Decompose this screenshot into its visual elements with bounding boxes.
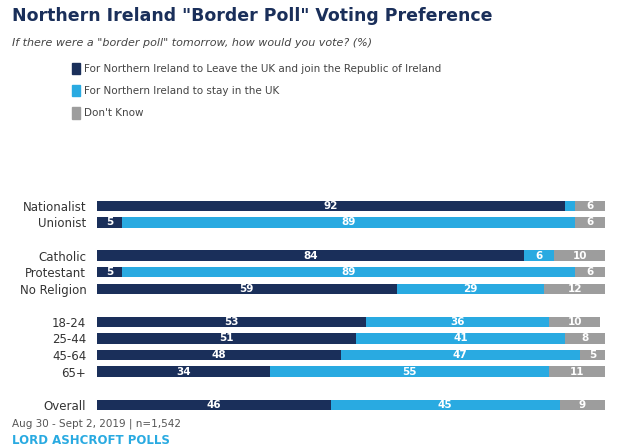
Text: 6: 6 xyxy=(587,201,593,211)
Bar xyxy=(97,366,270,377)
Text: 51: 51 xyxy=(219,333,233,343)
Text: Don't Know: Don't Know xyxy=(84,108,144,118)
Bar xyxy=(524,250,554,261)
Text: 10: 10 xyxy=(567,317,582,327)
Bar xyxy=(565,201,575,211)
Bar xyxy=(97,317,366,327)
Bar xyxy=(97,250,524,261)
Text: 5: 5 xyxy=(589,350,596,360)
Bar xyxy=(331,400,560,410)
Text: 55: 55 xyxy=(402,366,417,377)
Text: 6: 6 xyxy=(535,250,543,261)
Text: 6: 6 xyxy=(587,267,593,277)
Bar xyxy=(544,284,605,294)
Text: 89: 89 xyxy=(341,267,356,277)
Bar xyxy=(97,201,565,211)
Text: 29: 29 xyxy=(464,284,478,293)
Bar xyxy=(97,333,356,344)
Text: 5: 5 xyxy=(106,218,113,227)
Text: 92: 92 xyxy=(323,201,338,211)
Bar xyxy=(580,350,605,360)
Text: 36: 36 xyxy=(451,317,465,327)
Text: 11: 11 xyxy=(570,366,585,377)
Text: 59: 59 xyxy=(240,284,254,293)
Text: 9: 9 xyxy=(579,400,586,410)
Bar xyxy=(397,284,544,294)
Bar xyxy=(549,366,605,377)
Text: For Northern Ireland to Leave the UK and join the Republic of Ireland: For Northern Ireland to Leave the UK and… xyxy=(84,63,442,74)
Text: 48: 48 xyxy=(212,350,226,360)
Bar xyxy=(97,284,397,294)
Bar xyxy=(97,217,122,228)
Bar xyxy=(554,250,605,261)
Text: If there were a "border poll" tomorrow, how would you vote? (%): If there were a "border poll" tomorrow, … xyxy=(12,38,373,48)
Text: 89: 89 xyxy=(341,218,356,227)
Bar xyxy=(575,267,605,277)
Text: 46: 46 xyxy=(207,400,221,410)
Bar xyxy=(270,366,549,377)
Text: 8: 8 xyxy=(582,333,588,343)
Bar xyxy=(560,400,605,410)
Bar xyxy=(97,267,122,277)
Text: 47: 47 xyxy=(453,350,468,360)
Text: 84: 84 xyxy=(303,250,318,261)
Text: 41: 41 xyxy=(453,333,467,343)
Bar xyxy=(575,201,605,211)
Text: 12: 12 xyxy=(567,284,582,293)
Text: 34: 34 xyxy=(176,366,190,377)
Text: Northern Ireland "Border Poll" Voting Preference: Northern Ireland "Border Poll" Voting Pr… xyxy=(12,7,493,25)
Text: LORD ASHCROFT POLLS: LORD ASHCROFT POLLS xyxy=(12,434,170,444)
Bar xyxy=(366,317,549,327)
Bar xyxy=(565,333,605,344)
Bar xyxy=(97,350,341,360)
Bar xyxy=(549,317,600,327)
Text: 10: 10 xyxy=(573,250,587,261)
Text: Aug 30 - Sept 2, 2019 | n=1,542: Aug 30 - Sept 2, 2019 | n=1,542 xyxy=(12,418,182,429)
Text: 53: 53 xyxy=(224,317,239,327)
Text: 5: 5 xyxy=(106,267,113,277)
Bar xyxy=(341,350,580,360)
Bar xyxy=(122,267,575,277)
Bar xyxy=(97,400,331,410)
Text: 6: 6 xyxy=(587,218,593,227)
Bar xyxy=(122,217,575,228)
Bar xyxy=(575,217,605,228)
Bar xyxy=(356,333,565,344)
Text: For Northern Ireland to stay in the UK: For Northern Ireland to stay in the UK xyxy=(84,86,280,96)
Text: 45: 45 xyxy=(438,400,452,410)
